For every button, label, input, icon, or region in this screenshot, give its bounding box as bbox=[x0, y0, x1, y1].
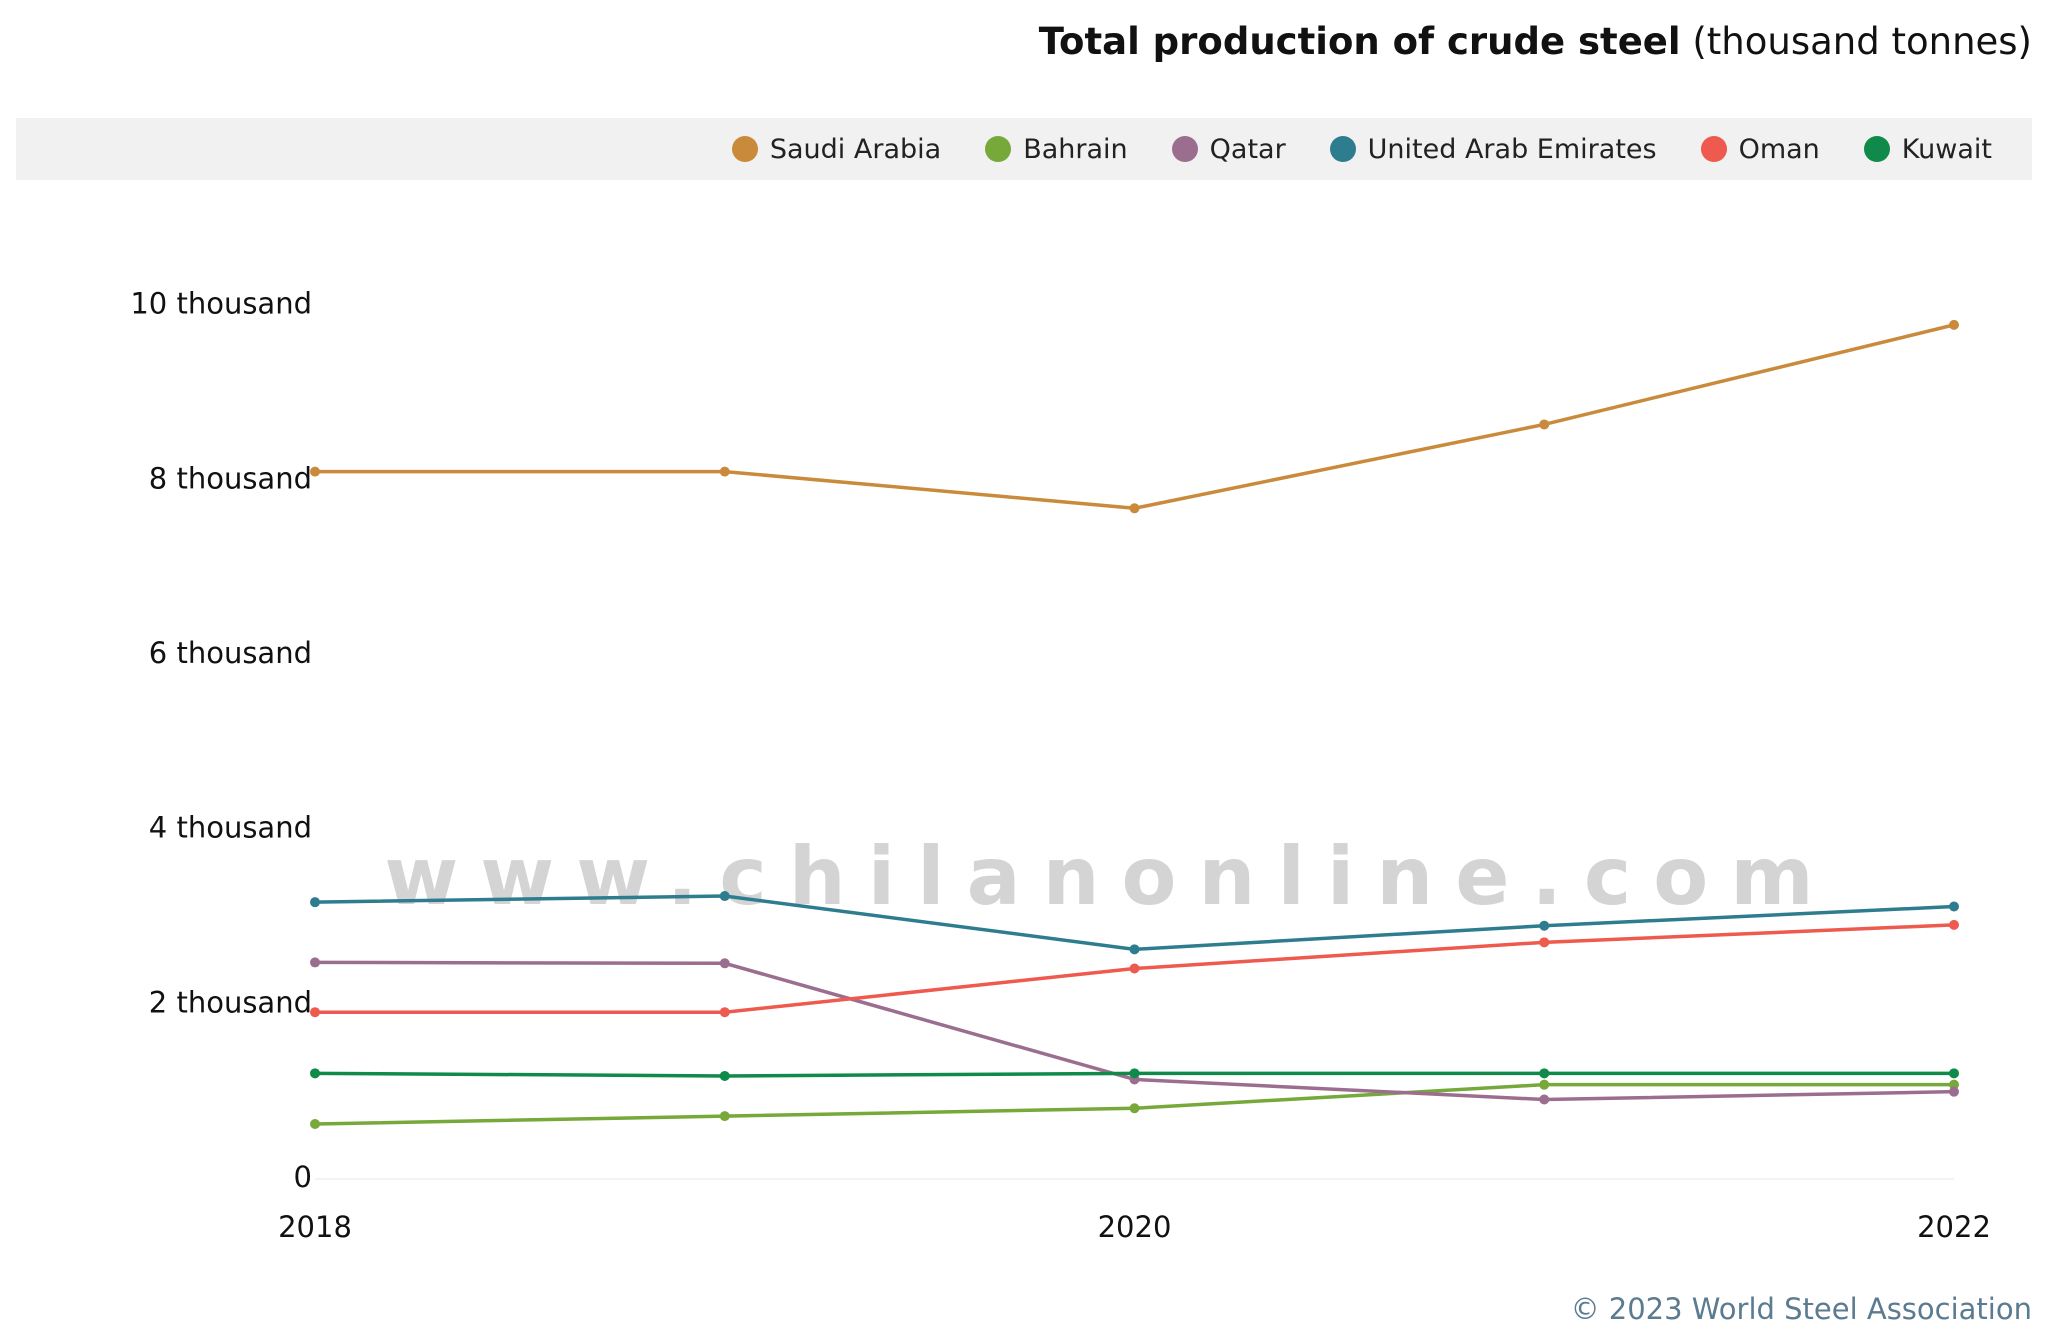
legend-label: Bahrain bbox=[1023, 133, 1128, 165]
title-unit: (thousand tonnes) bbox=[1692, 20, 2032, 63]
legend-marker bbox=[1171, 136, 1198, 162]
legend-item[interactable]: Saudi Arabia bbox=[731, 133, 942, 165]
data-point bbox=[310, 466, 320, 477]
data-point bbox=[719, 891, 730, 902]
chart-title: Total production of crude steel (thousan… bbox=[1039, 20, 2032, 63]
x-tick-label: 2018 bbox=[278, 1210, 352, 1244]
legend-label: Oman bbox=[1738, 133, 1820, 165]
data-point bbox=[1539, 1079, 1550, 1090]
data-point bbox=[1129, 503, 1140, 514]
data-point bbox=[310, 1068, 320, 1079]
y-tick-label: 0 bbox=[294, 1160, 312, 1194]
data-point bbox=[310, 957, 320, 968]
data-point bbox=[719, 1111, 730, 1122]
data-point bbox=[1129, 1068, 1140, 1079]
legend-marker bbox=[985, 136, 1012, 162]
data-point bbox=[1949, 1068, 1959, 1079]
legend-marker bbox=[1329, 136, 1356, 162]
data-point bbox=[719, 1070, 730, 1081]
data-point bbox=[719, 466, 730, 477]
data-point bbox=[310, 897, 320, 908]
series-line bbox=[315, 323, 1955, 511]
legend-label: Qatar bbox=[1209, 133, 1286, 165]
data-point bbox=[1949, 919, 1959, 930]
data-point bbox=[310, 1118, 320, 1129]
legend: Saudi Arabia Bahrain Qatar United Arab Emir… bbox=[16, 118, 2032, 180]
x-tick-label: 2020 bbox=[1098, 1210, 1172, 1244]
data-point bbox=[1539, 1068, 1550, 1079]
y-tick-label: 4 thousand bbox=[149, 811, 312, 845]
data-point bbox=[1129, 1103, 1140, 1114]
data-point bbox=[719, 958, 730, 969]
legend-label: Kuwait bbox=[1901, 133, 1992, 165]
data-point bbox=[1539, 419, 1550, 430]
data-point bbox=[1949, 1086, 1959, 1097]
legend-label: United Arab Emirates bbox=[1367, 133, 1657, 165]
chart: www.chilanonline.com 0 2 thousand 4 thousa… bbox=[130, 287, 1991, 1244]
data-point bbox=[1539, 920, 1550, 931]
legend-marker bbox=[1700, 136, 1727, 162]
data-point bbox=[1949, 319, 1959, 330]
data-point bbox=[1949, 901, 1959, 912]
legend-item[interactable]: Oman bbox=[1700, 133, 1820, 165]
y-tick-label: 10 thousand bbox=[130, 287, 312, 321]
source: © 2023 World Steel Association bbox=[1570, 1292, 2032, 1326]
data-point bbox=[719, 1007, 730, 1018]
data-point bbox=[1129, 963, 1140, 974]
watermark: www.chilanonline.com bbox=[384, 830, 1835, 923]
legend-marker bbox=[1863, 136, 1890, 162]
legend-marker bbox=[731, 136, 758, 162]
data-point bbox=[1539, 1094, 1550, 1105]
y-tick-label: 6 thousand bbox=[149, 636, 312, 670]
y-tick-label: 8 thousand bbox=[149, 461, 312, 495]
legend-item[interactable]: Qatar bbox=[1171, 133, 1286, 165]
title-main: Total production of crude steel bbox=[1038, 20, 1681, 63]
y-tick-label: 2 thousand bbox=[149, 985, 312, 1019]
legend-item[interactable]: Kuwait bbox=[1863, 133, 1992, 165]
x-tick-label: 2022 bbox=[1917, 1210, 1991, 1244]
legend-item[interactable]: Bahrain bbox=[985, 133, 1128, 165]
data-point bbox=[310, 1007, 320, 1018]
data-point bbox=[1539, 937, 1550, 948]
legend-item[interactable]: United Arab Emirates bbox=[1329, 133, 1657, 165]
data-point bbox=[1129, 944, 1140, 955]
data-point bbox=[1949, 1079, 1959, 1090]
legend-label: Saudi Arabia bbox=[769, 133, 942, 165]
